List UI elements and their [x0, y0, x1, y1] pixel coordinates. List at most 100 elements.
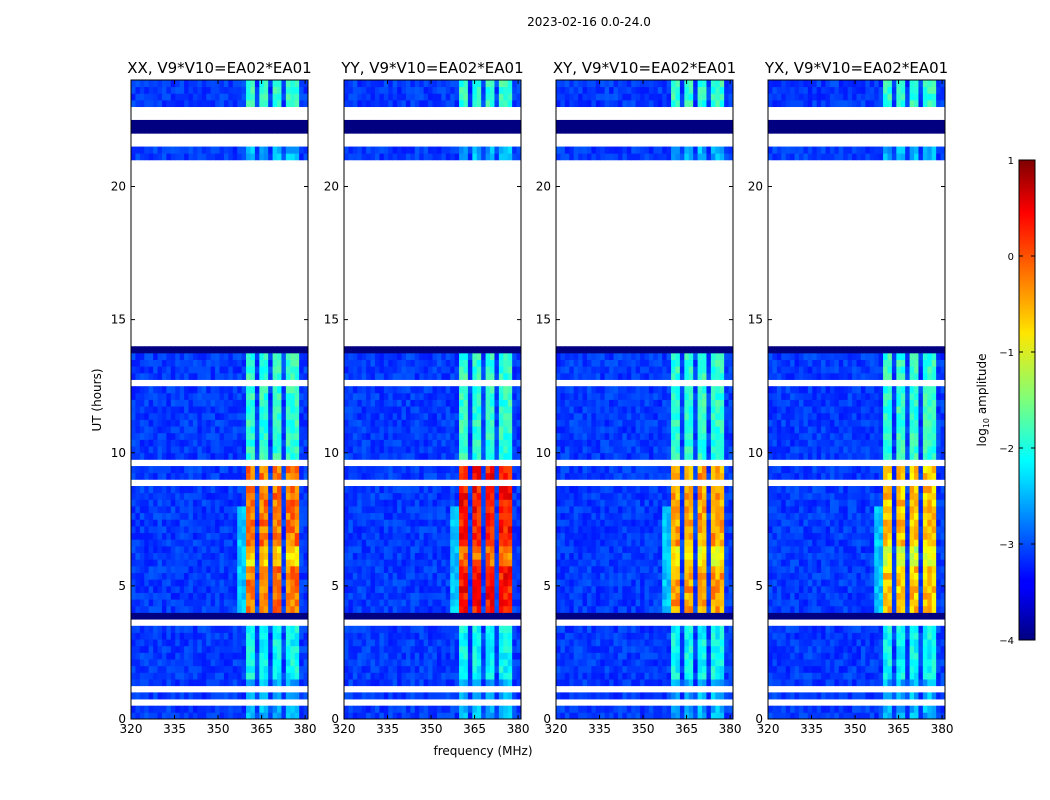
heatmap-cell: [436, 439, 442, 447]
heatmap-cell: [184, 93, 189, 101]
heatmap-cell: [512, 612, 517, 620]
heatmap-cell: [419, 645, 425, 653]
heatmap-cell: [139, 492, 145, 500]
heatmap-cell: [290, 372, 296, 380]
heatmap-cell: [272, 366, 278, 374]
heatmap-cell: [410, 539, 416, 547]
heatmap-cell: [197, 419, 203, 427]
heatmap-cell: [192, 579, 198, 587]
heatmap-cell: [564, 665, 570, 673]
heatmap-cell: [184, 632, 189, 640]
heatmap-cell: [503, 552, 509, 560]
heatmap-cell: [139, 466, 145, 474]
heatmap-cell: [388, 585, 394, 593]
heatmap-cell: [414, 80, 420, 88]
heatmap-cell: [135, 545, 141, 553]
heatmap-cell: [290, 605, 296, 613]
heatmap-cell: [490, 412, 495, 420]
heatmap-cell: [277, 639, 282, 647]
heatmap-cell: [494, 545, 500, 553]
heatmap-cell: [281, 525, 287, 534]
heatmap-cell: [144, 605, 150, 613]
heatmap-cell: [348, 632, 354, 640]
heatmap-cell: [604, 692, 610, 700]
heatmap-cell: [564, 712, 570, 720]
heatmap-cell: [419, 472, 425, 480]
heatmap-cell: [148, 80, 154, 88]
heatmap-cell: [188, 432, 194, 440]
heatmap-cell: [459, 506, 464, 514]
heatmap-cell: [228, 579, 234, 587]
heatmap-cell: [148, 559, 154, 567]
heatmap-cell: [192, 439, 198, 447]
heatmap-cell: [153, 466, 158, 474]
heatmap-cell: [485, 446, 491, 454]
heatmap-cell: [516, 499, 522, 507]
heatmap-cell: [383, 446, 389, 454]
heatmap-cell: [166, 572, 172, 580]
heatmap-cell: [414, 386, 420, 394]
heatmap-cell: [246, 472, 251, 480]
heatmap-cell: [560, 705, 566, 713]
heatmap-cell: [383, 439, 389, 447]
heatmap-cell: [166, 552, 172, 560]
heatmap-cell: [303, 532, 309, 540]
heatmap-cell: [201, 99, 207, 108]
heatmap-cell: [586, 672, 592, 680]
heatmap-cell: [201, 539, 207, 547]
heatmap-cell: [348, 399, 354, 407]
heatmap-cell: [379, 412, 385, 420]
heatmap-cell: [503, 599, 509, 607]
heatmap-cell: [285, 652, 291, 660]
heatmap-cell: [263, 525, 269, 534]
heatmap-cell: [441, 659, 447, 667]
heatmap-cell: [494, 599, 500, 607]
heatmap-cell: [272, 146, 278, 154]
heatmap-cell: [361, 679, 367, 687]
heatmap-cell: [688, 692, 694, 700]
heatmap-cell: [206, 99, 212, 108]
heatmap-cell: [476, 99, 482, 108]
heatmap-cell: [512, 665, 517, 673]
heatmap-cell: [299, 572, 304, 580]
heatmap-cell: [498, 99, 504, 108]
heatmap-cell: [352, 605, 358, 613]
heatmap-cell: [617, 672, 623, 680]
heatmap-cell: [223, 599, 229, 607]
heatmap-cell: [401, 486, 407, 494]
heatmap-cell: [237, 406, 243, 414]
heatmap-cell: [724, 672, 729, 680]
heatmap-cell: [192, 126, 198, 134]
heatmap-cell: [192, 146, 198, 154]
heatmap-cell: [428, 585, 433, 593]
heatmap-cell: [201, 472, 207, 480]
heatmap-cell: [294, 552, 300, 560]
heatmap-cell: [299, 506, 304, 514]
heatmap-cell: [410, 645, 416, 653]
heatmap-cell: [414, 585, 420, 593]
heatmap-cell: [591, 679, 597, 687]
heatmap-cell: [657, 705, 663, 713]
heatmap-cell: [595, 659, 601, 667]
heatmap-cell: [219, 492, 225, 500]
heatmap-cell: [299, 605, 304, 613]
heatmap-cell: [428, 412, 433, 420]
heatmap-cell: [459, 572, 464, 580]
heatmap-cell: [503, 399, 509, 407]
heatmap-cell: [361, 466, 367, 474]
heatmap-cell: [392, 366, 398, 374]
heatmap-cell: [450, 406, 456, 414]
heatmap-cell: [516, 652, 522, 660]
heatmap-cell: [250, 519, 256, 527]
heatmap-cell: [170, 499, 176, 507]
heatmap-cell: [299, 712, 304, 720]
heatmap-cell: [166, 565, 172, 573]
heatmap-cell: [405, 512, 411, 520]
heatmap-cell: [432, 605, 438, 613]
heatmap-cell: [188, 612, 194, 620]
heatmap-cell: [516, 559, 522, 567]
heatmap-cell: [494, 80, 500, 88]
heatmap-cell: [157, 519, 163, 527]
heatmap-cell: [166, 86, 172, 94]
heatmap-cell: [512, 372, 517, 380]
